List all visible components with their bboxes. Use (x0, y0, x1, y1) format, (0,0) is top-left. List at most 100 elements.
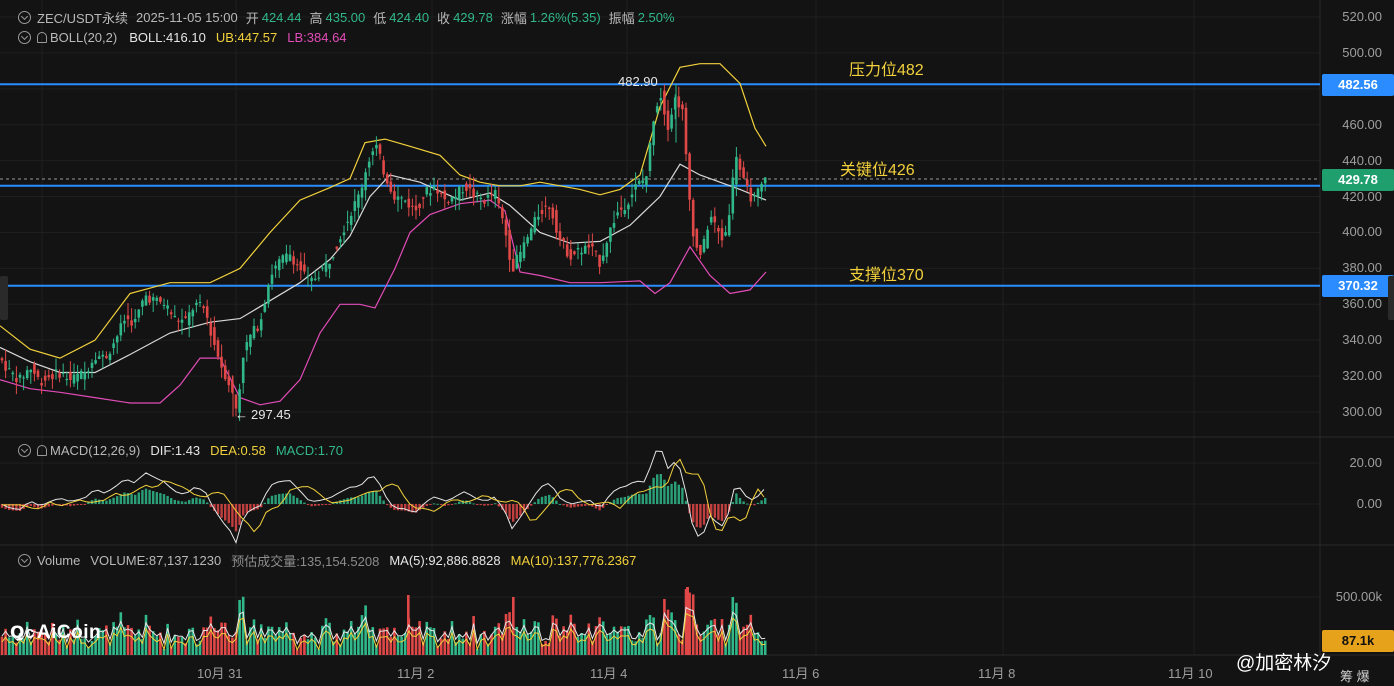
volume-bar (191, 627, 195, 655)
volume-bar (166, 623, 169, 655)
volume-bar (108, 642, 112, 655)
macd-bar (530, 504, 533, 506)
collapse-icon[interactable] (18, 444, 31, 457)
volume-bar (105, 625, 108, 655)
macd-bar (206, 502, 209, 504)
candle (105, 355, 108, 359)
macd-bar (522, 504, 526, 513)
volume-bar (497, 623, 501, 655)
candle (537, 216, 540, 220)
volume-bar (630, 640, 634, 655)
candle (141, 300, 144, 307)
volume-bar (576, 636, 580, 655)
macd-bar (299, 500, 302, 504)
alert-bell-icon[interactable] (37, 32, 47, 43)
right-scroll-handle[interactable] (1388, 276, 1394, 320)
candle (187, 312, 191, 326)
volume-bar (753, 633, 756, 655)
left-scroll-handle[interactable] (0, 276, 8, 320)
volume-bar (756, 632, 760, 655)
volume-bar (360, 615, 364, 655)
macd-bar (753, 504, 756, 506)
candle (11, 372, 15, 375)
volume-bar (155, 636, 159, 655)
macd-bar (436, 503, 439, 505)
candle (324, 262, 328, 272)
macd-bar (83, 504, 86, 505)
candles (0, 83, 767, 422)
alert-bell-icon[interactable] (37, 445, 47, 456)
volume-bar (252, 619, 256, 655)
macd-bar (62, 504, 65, 505)
volume-bar (90, 640, 94, 655)
volume-bar (414, 627, 418, 655)
volume-bar (587, 623, 591, 655)
macd-bar (69, 504, 72, 507)
macd-bar (224, 504, 227, 521)
candle (313, 278, 317, 281)
collapse-icon[interactable] (18, 554, 31, 567)
candle (367, 161, 371, 168)
volume-bar (101, 630, 105, 655)
candle (490, 194, 493, 196)
candle (645, 176, 648, 186)
macd-bar (0, 504, 4, 508)
volume-bar (717, 634, 720, 655)
macd-bar (47, 504, 50, 507)
macd-bar (317, 504, 320, 506)
macd-bar (130, 493, 133, 504)
macd-bar (418, 504, 421, 511)
macd-bar (555, 500, 558, 504)
candle (713, 216, 717, 223)
candle (540, 209, 544, 214)
candle (375, 144, 378, 149)
candle (573, 251, 576, 255)
macd-bar (152, 491, 155, 504)
collapse-icon[interactable] (18, 31, 31, 44)
price-header: ZEC/USDT永续 2025-11-05 15:00 开 424.44 高 435… (18, 8, 675, 27)
volume-bar (299, 637, 303, 655)
volume-bar (76, 619, 79, 655)
amp-value: 2.50% (637, 10, 675, 25)
volume-bar (43, 633, 47, 655)
candle (432, 186, 436, 190)
collapse-icon[interactable] (18, 11, 31, 24)
volume-bar (238, 599, 241, 655)
volume-bar (673, 620, 677, 655)
macd-bar (519, 504, 522, 516)
macd-bar (616, 498, 619, 504)
macd-bar (497, 504, 500, 507)
macd-bar (310, 504, 313, 507)
candle (688, 153, 691, 200)
macd-bar (580, 504, 583, 507)
candle (601, 255, 605, 261)
candle (425, 187, 429, 195)
macd-bar (447, 504, 450, 506)
volume-bar (512, 597, 515, 655)
volume-bar (292, 632, 295, 655)
candle (321, 267, 324, 269)
candle (202, 306, 205, 309)
macd-bar (353, 497, 356, 504)
close-value: 429.78 (453, 10, 493, 25)
macd-bar (15, 504, 18, 511)
macd-bar (537, 498, 540, 504)
candle (173, 315, 177, 318)
macd-bar (540, 496, 544, 504)
candle (151, 297, 155, 301)
macd-bar (119, 494, 122, 504)
volume-bar (637, 632, 641, 655)
candle (619, 207, 623, 210)
candle (457, 186, 461, 200)
volume-bar (735, 602, 738, 655)
volume-bar (555, 618, 558, 655)
macd-bar (450, 504, 454, 505)
boll-header: BOLL(20,2) BOLL:416.10 UB:447.57 LB:384.… (18, 30, 347, 45)
macd-bar (342, 499, 346, 504)
volume-bar (234, 631, 238, 655)
volume-bar (439, 638, 443, 655)
volume-bar (619, 626, 623, 655)
volume-bar (306, 639, 310, 655)
candle (533, 217, 537, 233)
